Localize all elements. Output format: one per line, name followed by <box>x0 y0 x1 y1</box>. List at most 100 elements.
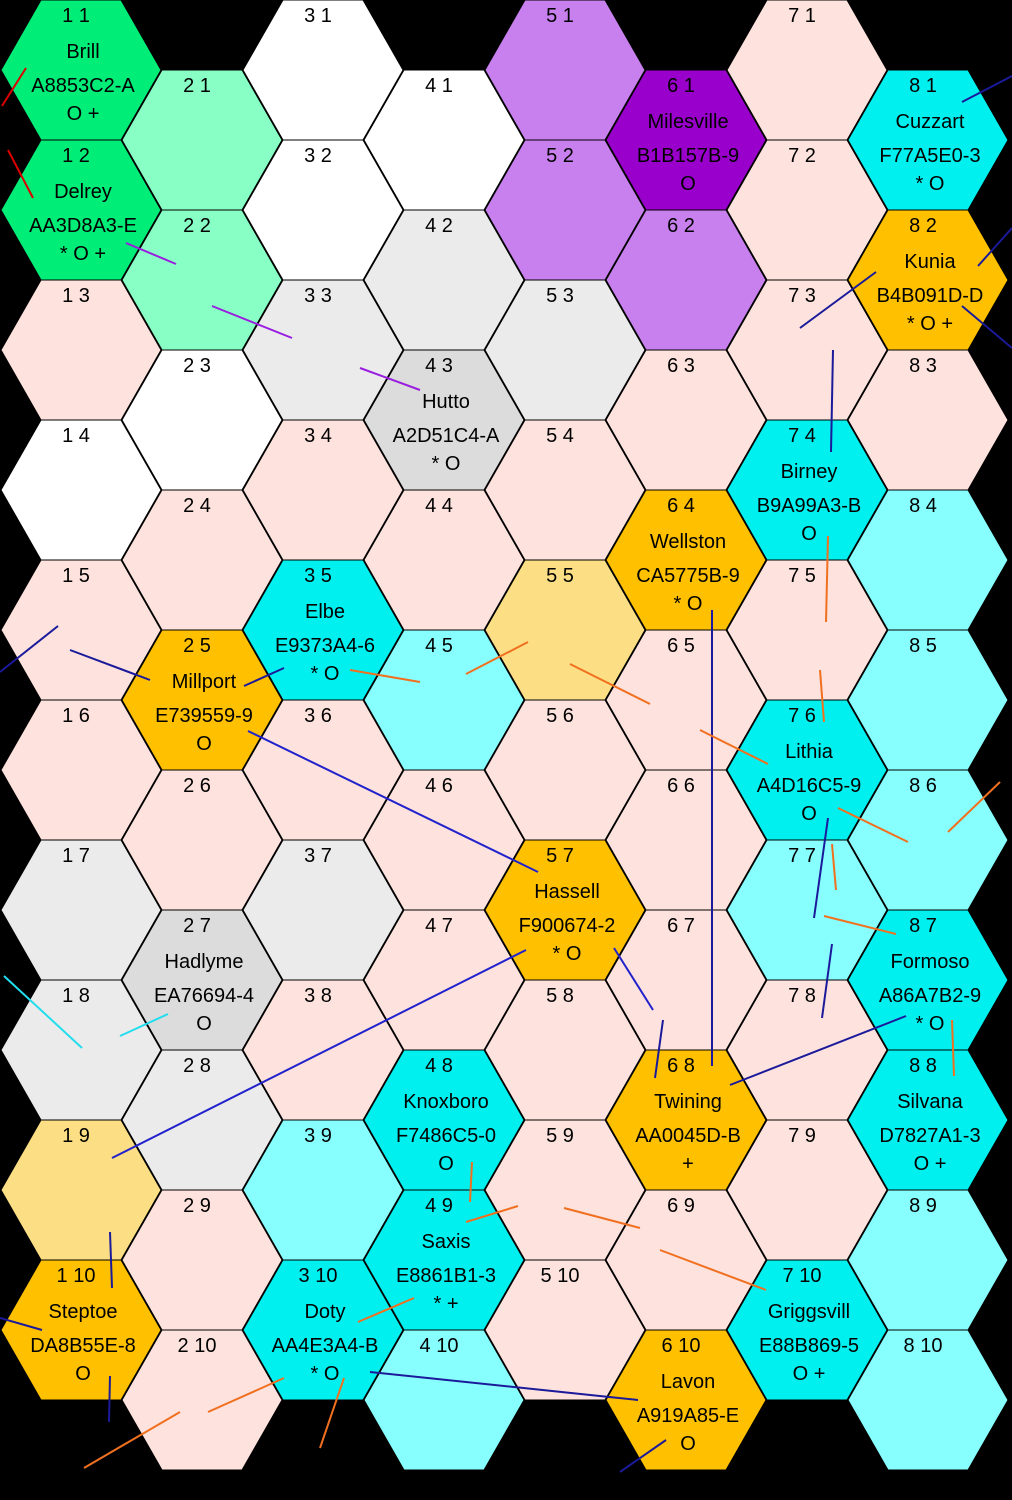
hex-number: 4 7 <box>425 915 453 937</box>
hex-6-1[interactable]: 6 1 Milesville B1B157B-9 O <box>605 69 767 211</box>
hex-4-6[interactable]: 4 6 <box>363 769 525 911</box>
hex-number: 8 2 <box>909 215 937 237</box>
route-line <box>825 535 829 623</box>
hex-2-8[interactable]: 2 8 <box>121 1049 283 1191</box>
world-name: Lithia <box>785 741 834 763</box>
hex-number: 3 8 <box>304 985 332 1007</box>
hex-3-10[interactable]: 3 10 Doty AA4E3A4-B * O <box>242 1259 404 1401</box>
route-line <box>319 1377 345 1449</box>
world-name: Brill <box>66 41 99 63</box>
world-flags: + <box>682 1153 694 1175</box>
world-uwp: E8861B1-3 <box>396 1265 496 1287</box>
hex-3-8[interactable]: 3 8 <box>242 979 404 1121</box>
hex-8-3[interactable]: 8 3 <box>847 349 1009 491</box>
route-line <box>357 1297 415 1323</box>
hex-4-9[interactable]: 4 9 Saxis E8861B1-3 * + <box>363 1189 525 1331</box>
hex-7-8[interactable]: 7 8 <box>726 979 888 1121</box>
world-uwp: A86A7B2-9 <box>879 985 981 1007</box>
hex-5-10[interactable]: 5 10 <box>484 1259 646 1401</box>
hex-4-7[interactable]: 4 7 <box>363 909 525 1051</box>
hex-3-1[interactable]: 3 1 <box>242 0 404 141</box>
route-line <box>947 781 1001 833</box>
hex-number: 2 6 <box>183 775 211 797</box>
hex-number: 3 9 <box>304 1125 332 1147</box>
hex-number: 4 5 <box>425 635 453 657</box>
hex-7-10[interactable]: 7 10 Griggsvill E88B869-5 O + <box>726 1259 888 1401</box>
hex-1-2[interactable]: 1 2 Delrey AA3D8A3-E * O + <box>0 139 162 281</box>
hex-5-8[interactable]: 5 8 <box>484 979 646 1121</box>
hex-2-1[interactable]: 2 1 <box>121 69 283 211</box>
hex-number: 2 8 <box>183 1055 211 1077</box>
hex-6-4[interactable]: 6 4 Wellston CA5775B-9 * O <box>605 489 767 631</box>
hex-number: 2 4 <box>183 495 211 517</box>
hex-number: 5 3 <box>546 285 574 307</box>
route-line <box>359 367 421 391</box>
world-flags: O + <box>793 1363 826 1385</box>
world-uwp: CA5775B-9 <box>636 565 739 587</box>
hex-7-9[interactable]: 7 9 <box>726 1119 888 1261</box>
hex-8-10[interactable]: 8 10 <box>847 1329 1009 1471</box>
hex-2-2[interactable]: 2 2 <box>121 209 283 351</box>
world-flags: O <box>438 1153 454 1175</box>
hex-3-3[interactable]: 3 3 <box>242 279 404 421</box>
route-line <box>823 915 897 935</box>
hex-number: 8 8 <box>909 1055 937 1077</box>
hex-8-1[interactable]: 8 1 Cuzzart F77A5E0-3 * O <box>847 69 1009 211</box>
hex-3-2[interactable]: 3 2 <box>242 139 404 281</box>
hex-1-3[interactable]: 1 3 <box>0 279 162 421</box>
hex-6-8[interactable]: 6 8 Twining AA0045D-B + <box>605 1049 767 1191</box>
hex-1-6[interactable]: 1 6 <box>0 699 162 841</box>
hex-1-9[interactable]: 1 9 <box>0 1119 162 1261</box>
hex-5-3[interactable]: 5 3 <box>484 279 646 421</box>
hex-2-10[interactable]: 2 10 <box>121 1329 283 1471</box>
hex-5-2[interactable]: 5 2 <box>484 139 646 281</box>
hex-number: 7 8 <box>788 985 816 1007</box>
hex-4-4[interactable]: 4 4 <box>363 489 525 631</box>
hex-8-2[interactable]: 8 2 Kunia B4B091D-D * O + <box>847 209 1009 351</box>
world-name: Twining <box>654 1091 722 1113</box>
hex-number: 3 2 <box>304 145 332 167</box>
hex-number: 8 9 <box>909 1195 937 1217</box>
trade-routes <box>0 67 1012 1473</box>
hex-number: 8 3 <box>909 355 937 377</box>
hex-7-2[interactable]: 7 2 <box>726 139 888 281</box>
route-line <box>109 1231 113 1289</box>
world-uwp: D7827A1-3 <box>879 1125 980 1147</box>
hex-5-6[interactable]: 5 6 <box>484 699 646 841</box>
hex-6-10[interactable]: 6 10 Lavon A919A85-E O <box>605 1329 767 1471</box>
hex-2-6[interactable]: 2 6 <box>121 769 283 911</box>
hex-number: 8 5 <box>909 635 937 657</box>
hex-4-10[interactable]: 4 10 <box>363 1329 525 1471</box>
hex-3-9[interactable]: 3 9 <box>242 1119 404 1261</box>
hex-1-10[interactable]: 1 10 Steptoe DA8B55E-8 O <box>0 1259 162 1401</box>
hex-6-2[interactable]: 6 2 <box>605 209 767 351</box>
hex-2-7[interactable]: 2 7 Hadlyme EA76694-4 O <box>121 909 283 1051</box>
hex-8-6[interactable]: 8 6 <box>847 769 1009 911</box>
hex-6-5[interactable]: 6 5 <box>605 629 767 771</box>
hex-2-5[interactable]: 2 5 Millport E739559-9 O <box>121 629 283 771</box>
hex-7-4[interactable]: 7 4 Birney B9A99A3-B O <box>726 419 888 561</box>
hex-5-5[interactable]: 5 5 <box>484 559 646 701</box>
hex-8-7[interactable]: 8 7 Formoso A86A7B2-9 * O <box>847 909 1009 1051</box>
hex-1-4[interactable]: 1 4 <box>0 419 162 561</box>
hex-number: 5 8 <box>546 985 574 1007</box>
hex-7-5[interactable]: 7 5 <box>726 559 888 701</box>
hex-7-6[interactable]: 7 6 Lithia A4D16C5-9 O <box>726 699 888 841</box>
hex-6-6[interactable]: 6 6 <box>605 769 767 911</box>
hex-cell <box>484 1259 646 1401</box>
hex-4-1[interactable]: 4 1 <box>363 69 525 211</box>
world-uwp: E88B869-5 <box>759 1335 859 1357</box>
hex-7-7[interactable]: 7 7 <box>726 839 888 981</box>
world-uwp: B9A99A3-B <box>757 495 862 517</box>
hex-2-4[interactable]: 2 4 <box>121 489 283 631</box>
hex-cell <box>605 1329 767 1471</box>
world-name: Knoxboro <box>403 1091 489 1113</box>
hex-number: 6 7 <box>667 915 695 937</box>
hex-7-1[interactable]: 7 1 <box>726 0 888 141</box>
hex-8-8[interactable]: 8 8 Silvana D7827A1-3 O + <box>847 1049 1009 1191</box>
hex-number: 7 4 <box>788 425 816 447</box>
hex-1-8[interactable]: 1 8 <box>0 979 162 1121</box>
hex-number: 3 3 <box>304 285 332 307</box>
hex-5-9[interactable]: 5 9 <box>484 1119 646 1261</box>
hex-3-7[interactable]: 3 7 <box>242 839 404 981</box>
